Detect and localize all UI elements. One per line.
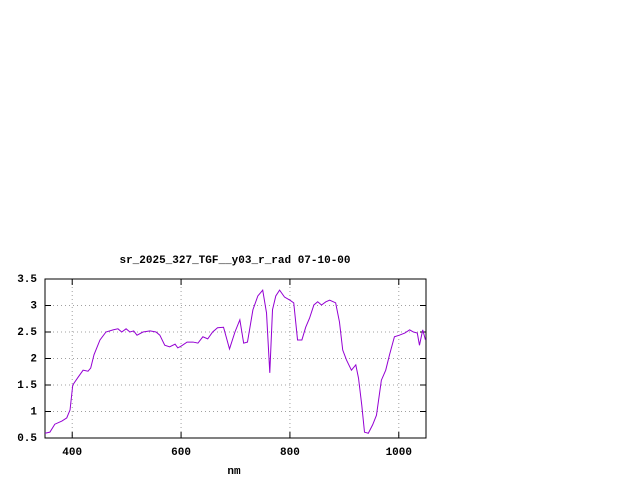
- plot-frame: [44, 278, 427, 439]
- y-tick-label: 0.5: [17, 433, 37, 445]
- x-axis-label: nm: [227, 466, 241, 478]
- x-tick-label: 800: [280, 447, 300, 459]
- x-tick-label: 600: [171, 447, 191, 459]
- x-tick-label: 400: [62, 447, 82, 459]
- y-tick-label: 2: [30, 353, 37, 365]
- y-tick-label: 1: [30, 406, 37, 418]
- x-tick-label: 1000: [386, 447, 412, 459]
- data-line: [44, 288, 426, 434]
- y-tick-label: 1.5: [17, 380, 37, 392]
- y-tick-label: 3: [30, 300, 37, 312]
- chart-title: sr_2025_327_TGF__y03_r_rad 07-10-00: [119, 255, 350, 267]
- y-tick-label: 2.5: [17, 327, 37, 339]
- y-tick-label: 3.5: [17, 274, 37, 286]
